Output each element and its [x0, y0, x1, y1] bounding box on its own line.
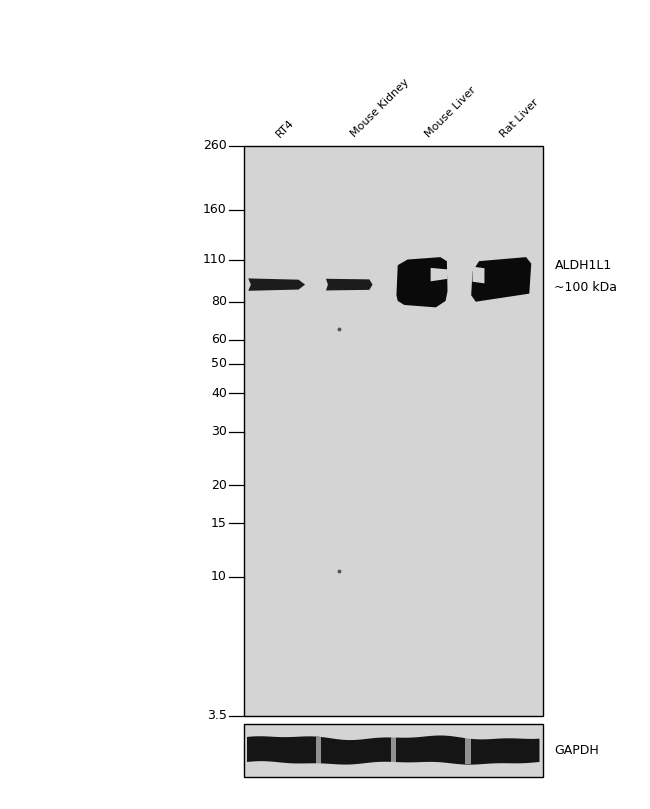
Text: RT4: RT4 [274, 117, 296, 139]
Text: 40: 40 [211, 387, 227, 400]
Polygon shape [471, 257, 531, 302]
Bar [391, 737, 396, 764]
Bar [244, 146, 543, 716]
Text: ALDH1L1: ALDH1L1 [554, 259, 612, 272]
Text: 3.5: 3.5 [207, 709, 227, 722]
Polygon shape [430, 268, 449, 282]
Text: Rat Liver: Rat Liver [499, 97, 541, 139]
Text: ~100 kDa: ~100 kDa [554, 281, 617, 294]
Text: Mouse Liver: Mouse Liver [424, 85, 478, 139]
Polygon shape [396, 257, 447, 307]
Bar [465, 737, 471, 764]
Bar [244, 724, 543, 777]
Text: 10: 10 [211, 570, 227, 583]
Text: GAPDH: GAPDH [554, 743, 599, 757]
Polygon shape [326, 279, 372, 290]
Bar [316, 737, 321, 764]
Text: 50: 50 [211, 358, 227, 371]
Text: 110: 110 [203, 253, 227, 266]
Text: 60: 60 [211, 333, 227, 346]
Text: 20: 20 [211, 479, 227, 492]
Text: 260: 260 [203, 139, 227, 152]
Text: 80: 80 [211, 295, 227, 308]
Polygon shape [248, 278, 305, 290]
Text: Mouse Kidney: Mouse Kidney [349, 77, 411, 139]
Polygon shape [247, 735, 540, 765]
Polygon shape [473, 267, 484, 283]
Text: 160: 160 [203, 203, 227, 216]
Text: 15: 15 [211, 517, 227, 530]
Text: 30: 30 [211, 425, 227, 438]
